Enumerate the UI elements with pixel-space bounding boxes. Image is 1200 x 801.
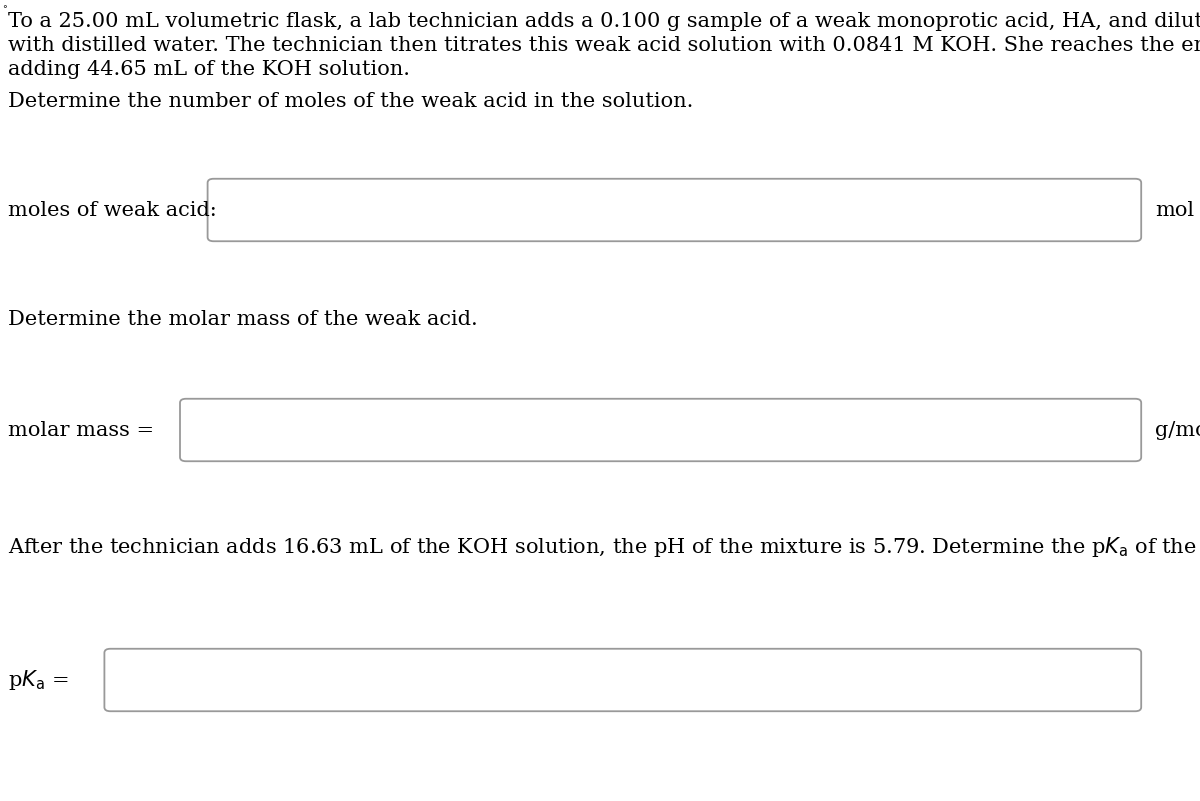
Text: with distilled water. The technician then titrates this weak acid solution with : with distilled water. The technician the… — [8, 36, 1200, 55]
Text: p$K_{\mathrm{a}}$ =: p$K_{\mathrm{a}}$ = — [8, 668, 68, 692]
FancyBboxPatch shape — [180, 399, 1141, 461]
Text: Determine the number of moles of the weak acid in the solution.: Determine the number of moles of the wea… — [8, 92, 694, 111]
FancyBboxPatch shape — [208, 179, 1141, 241]
Text: To a 25.00 mL volumetric flask, a lab technician adds a 0.100 g sample of a weak: To a 25.00 mL volumetric flask, a lab te… — [8, 12, 1200, 31]
Text: °: ° — [2, 5, 7, 14]
Text: mol: mol — [1154, 200, 1194, 219]
Text: moles of weak acid:: moles of weak acid: — [8, 200, 217, 219]
Text: Determine the molar mass of the weak acid.: Determine the molar mass of the weak aci… — [8, 310, 478, 329]
Text: adding 44.65 mL of the KOH solution.: adding 44.65 mL of the KOH solution. — [8, 60, 410, 79]
Text: molar mass =: molar mass = — [8, 421, 154, 440]
FancyBboxPatch shape — [104, 649, 1141, 711]
Text: g/mol: g/mol — [1154, 421, 1200, 440]
Text: After the technician adds 16.63 mL of the KOH solution, the pH of the mixture is: After the technician adds 16.63 mL of th… — [8, 535, 1200, 559]
